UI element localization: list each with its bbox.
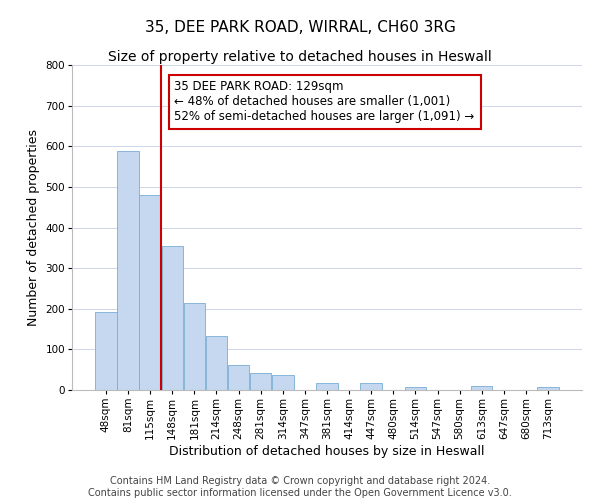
Bar [361, 383, 382, 390]
Bar [228, 365, 249, 390]
Bar [184, 302, 205, 390]
Bar [405, 387, 426, 390]
Bar [250, 373, 271, 390]
Bar [471, 386, 493, 390]
Bar [95, 312, 116, 390]
Bar [139, 195, 161, 390]
Y-axis label: Number of detached properties: Number of detached properties [27, 129, 40, 326]
Text: 35 DEE PARK ROAD: 129sqm
← 48% of detached houses are smaller (1,001)
52% of sem: 35 DEE PARK ROAD: 129sqm ← 48% of detach… [175, 80, 475, 124]
Text: Contains HM Land Registry data © Crown copyright and database right 2024.
Contai: Contains HM Land Registry data © Crown c… [88, 476, 512, 498]
Bar [117, 151, 139, 390]
Bar [316, 383, 338, 390]
Text: 35, DEE PARK ROAD, WIRRAL, CH60 3RG: 35, DEE PARK ROAD, WIRRAL, CH60 3RG [145, 20, 455, 35]
Bar [538, 387, 559, 390]
Bar [272, 376, 293, 390]
Bar [206, 336, 227, 390]
X-axis label: Distribution of detached houses by size in Heswall: Distribution of detached houses by size … [169, 444, 485, 458]
Text: Size of property relative to detached houses in Heswall: Size of property relative to detached ho… [108, 50, 492, 64]
Bar [161, 246, 183, 390]
